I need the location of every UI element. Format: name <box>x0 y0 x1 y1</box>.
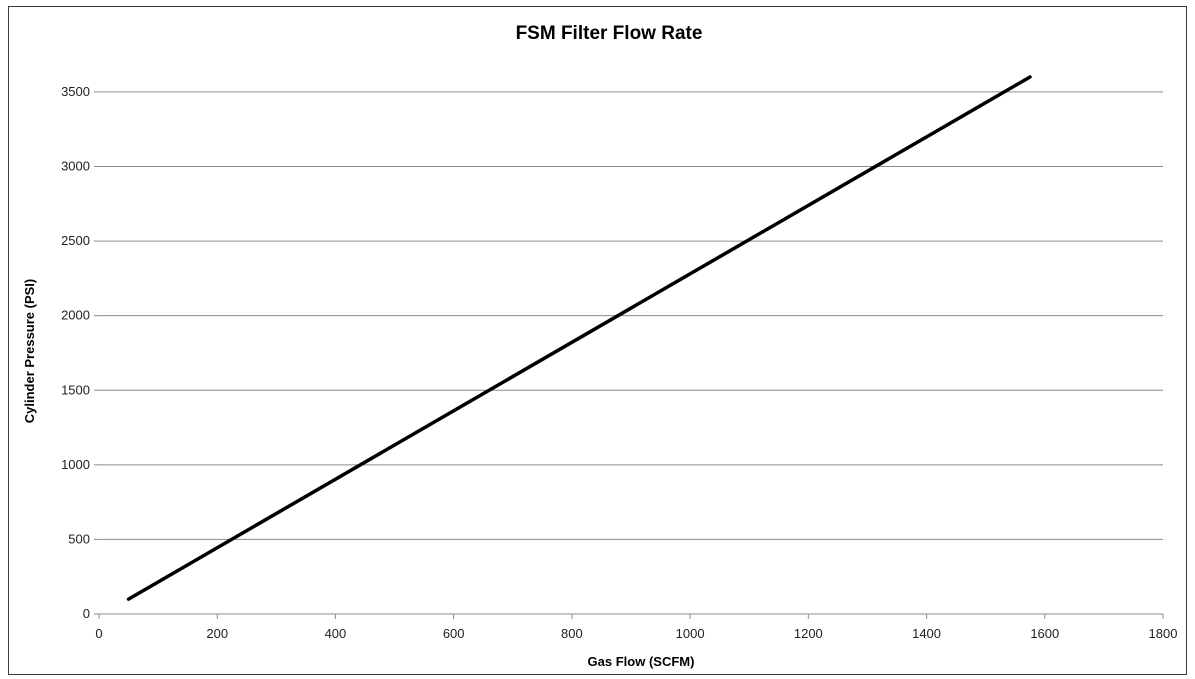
y-tick-label-500: 500 <box>68 531 90 546</box>
x-tick-label-1400: 1400 <box>912 626 941 641</box>
x-tick-label-1800: 1800 <box>1149 626 1178 641</box>
chart-svg: FSM Filter Flow Rate 0500100015002000250… <box>22 23 1177 669</box>
y-tick-label-1000: 1000 <box>61 457 90 472</box>
y-tick-label-3000: 3000 <box>61 159 90 174</box>
x-tick-label-400: 400 <box>325 626 347 641</box>
y-tick-label-1500: 1500 <box>61 382 90 397</box>
x-tick-label-1000: 1000 <box>676 626 705 641</box>
x-tick-label-1600: 1600 <box>1030 626 1059 641</box>
x-tick-label-800: 800 <box>561 626 583 641</box>
y-axis-title: Cylinder Pressure (PSI) <box>22 279 37 424</box>
tick-labels: 0 500 1000 1500 2000 2500 3000 3500 0 200 400 600 80… <box>61 84 1177 641</box>
axes <box>94 91 1164 619</box>
series-lines <box>126 75 1032 601</box>
series-line-0 <box>126 75 1032 601</box>
x-tick-label-600: 600 <box>443 626 465 641</box>
x-tick-label-200: 200 <box>206 626 228 641</box>
x-tick-label-1200: 1200 <box>794 626 823 641</box>
gridlines <box>99 91 1163 540</box>
y-tick-label-2500: 2500 <box>61 233 90 248</box>
x-tick-label-0: 0 <box>95 626 102 641</box>
chart-frame: FSM Filter Flow Rate 0 500 1000 1500 2000 250… <box>8 6 1187 675</box>
y-tick-label-3500: 3500 <box>61 84 90 99</box>
y-tick-label-0: 0 <box>83 606 90 621</box>
x-axis-title: Gas Flow (SCFM) <box>588 654 695 669</box>
chart-title: FSM Filter Flow Rate <box>516 23 703 44</box>
y-tick-label-2000: 2000 <box>61 308 90 323</box>
